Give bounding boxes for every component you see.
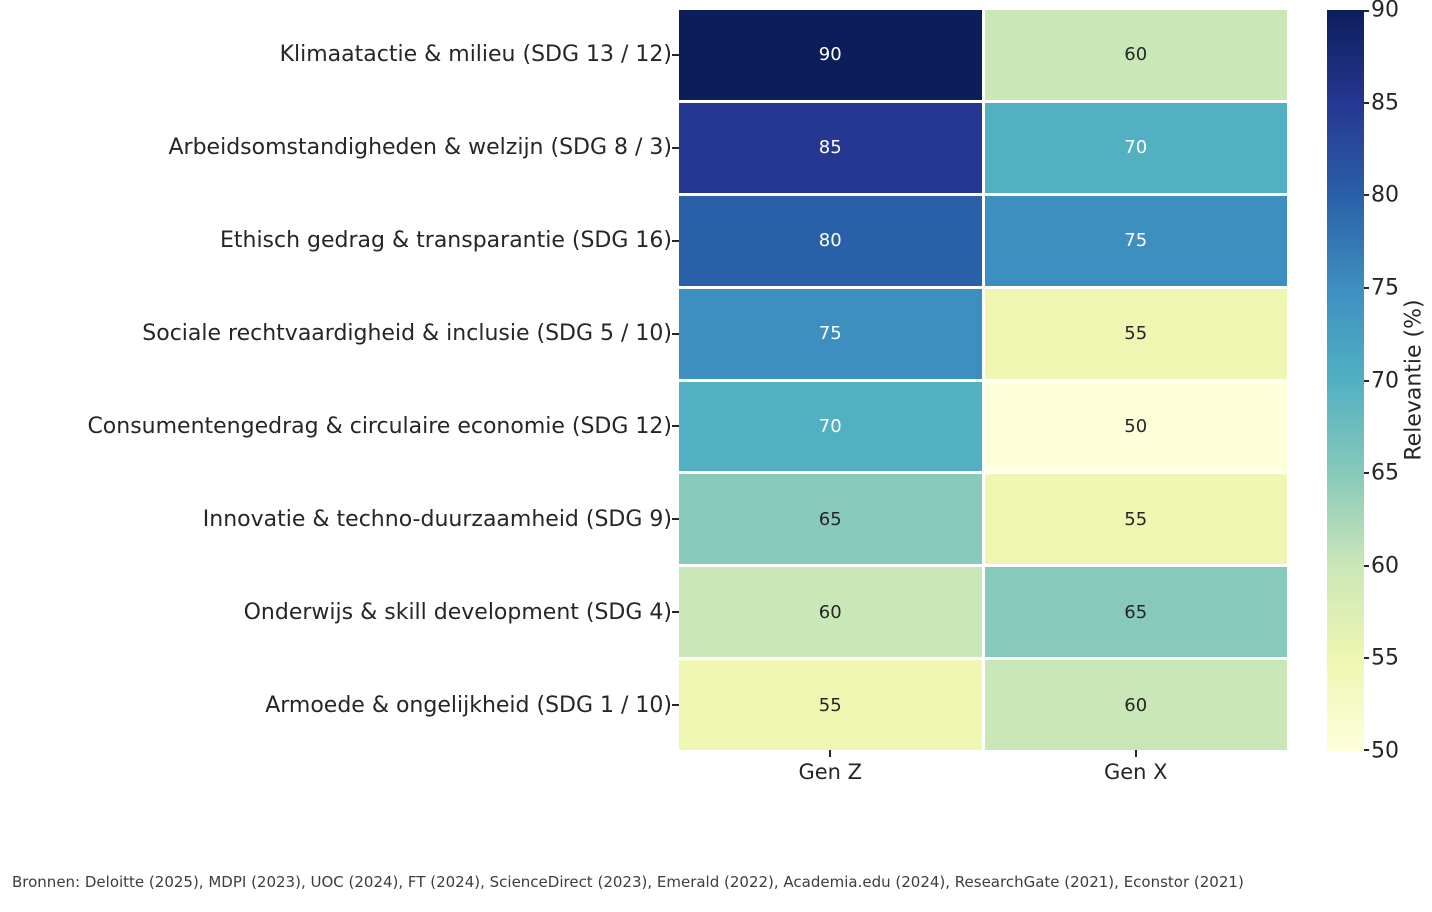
cell-value: 55 — [1124, 323, 1148, 345]
heatmap-cell: 75 — [984, 195, 1287, 286]
colorbar-tick-mark — [1364, 379, 1369, 382]
heatmap-cell: 70 — [984, 102, 1287, 193]
colorbar-tick-mark — [1364, 564, 1369, 567]
heatmap-cell: 55 — [984, 288, 1287, 379]
y-tick-mark — [672, 53, 679, 56]
colorbar-tick-mark — [1364, 749, 1369, 751]
heatmap-cell: 80 — [679, 195, 982, 286]
colorbar-tick-label: 65 — [1371, 460, 1399, 486]
cell-value: 75 — [818, 323, 842, 345]
heatmap-cell: 60 — [679, 567, 982, 658]
heatmap-cell: 85 — [679, 102, 982, 193]
heatmap-cell: 60 — [984, 10, 1287, 100]
y-tick-mark — [672, 518, 679, 521]
cell-value: 80 — [818, 230, 842, 252]
cell-value: 70 — [1124, 137, 1148, 159]
cell-value: 50 — [1124, 415, 1148, 437]
heatmap-cell: 75 — [679, 288, 982, 379]
colorbar-tick-label: 75 — [1371, 275, 1399, 301]
y-tick-label: Klimaatactie & milieu (SDG 13 / 12) — [279, 42, 672, 68]
y-tick-label: Sociale rechtvaardigheid & inclusie (SDG… — [142, 321, 672, 347]
y-tick-label: Ethisch gedrag & transparantie (SDG 16) — [219, 228, 672, 254]
cell-value: 55 — [1124, 508, 1148, 530]
colorbar-tick-label: 55 — [1371, 645, 1399, 671]
colorbar-tick-label: 85 — [1371, 90, 1399, 116]
colorbar-tick-mark — [1364, 101, 1369, 104]
y-tick-mark — [672, 239, 679, 242]
y-tick-mark — [672, 704, 679, 707]
y-tick-mark — [672, 611, 679, 614]
heatmap-cell: 60 — [984, 660, 1287, 750]
y-tick-label: Arbeidsomstandigheden & welzijn (SDG 8 /… — [168, 135, 673, 161]
x-tick-mark — [829, 750, 832, 757]
colorbar-tick-mark — [1364, 472, 1369, 475]
colorbar-tick-mark — [1364, 286, 1369, 289]
colorbar-tick-mark — [1364, 10, 1369, 12]
x-tick-label: Gen X — [1103, 760, 1168, 784]
colorbar-tick-mark — [1364, 194, 1369, 197]
colorbar-tick-label: 90 — [1371, 0, 1399, 23]
colorbar-gradient — [1327, 10, 1364, 751]
cell-value: 60 — [1124, 694, 1148, 716]
cell-value: 60 — [1124, 44, 1148, 66]
cell-value: 60 — [818, 601, 842, 623]
y-tick-label: Onderwijs & skill development (SDG 4) — [243, 599, 672, 625]
colorbar-tick-mark — [1364, 657, 1369, 660]
colorbar-tick-label: 70 — [1371, 368, 1399, 393]
y-tick-mark — [672, 146, 679, 149]
heatmap-cell: 55 — [679, 660, 982, 750]
y-tick-label: Innovatie & techno-duurzaamheid (SDG 9) — [202, 506, 672, 532]
x-tick-label: Gen Z — [798, 760, 863, 784]
x-tick-mark — [1134, 750, 1137, 757]
heatmap-cell: 70 — [679, 381, 982, 472]
y-tick-label: Consumentengedrag & circulaire economie … — [87, 413, 672, 439]
cell-value: 65 — [1124, 601, 1148, 623]
y-tick-mark — [672, 425, 679, 428]
cell-value: 90 — [818, 44, 842, 66]
cell-value: 70 — [818, 415, 842, 437]
heatmap-cell: 65 — [679, 474, 982, 565]
cell-value: 75 — [1124, 230, 1148, 252]
colorbar-axis-label: Relevantie (%) — [1401, 299, 1427, 461]
heatmap-cell: 50 — [984, 381, 1287, 472]
source-note: Bronnen: Deloitte (2025), MDPI (2023), U… — [12, 873, 1244, 891]
heatmap-cell: 55 — [984, 474, 1287, 565]
colorbar-tick-label: 80 — [1371, 182, 1399, 208]
cell-value: 65 — [818, 508, 842, 530]
cell-value: 55 — [818, 694, 842, 716]
heatmap-cell: 65 — [984, 567, 1287, 658]
y-tick-label: Armoede & ongelijkheid (SDG 1 / 10) — [265, 692, 672, 718]
cell-value: 85 — [818, 137, 842, 159]
colorbar-tick-label: 50 — [1371, 738, 1399, 764]
y-tick-mark — [672, 332, 679, 335]
colorbar-tick-label: 60 — [1371, 553, 1399, 579]
heatmap-cell: 90 — [679, 10, 982, 100]
